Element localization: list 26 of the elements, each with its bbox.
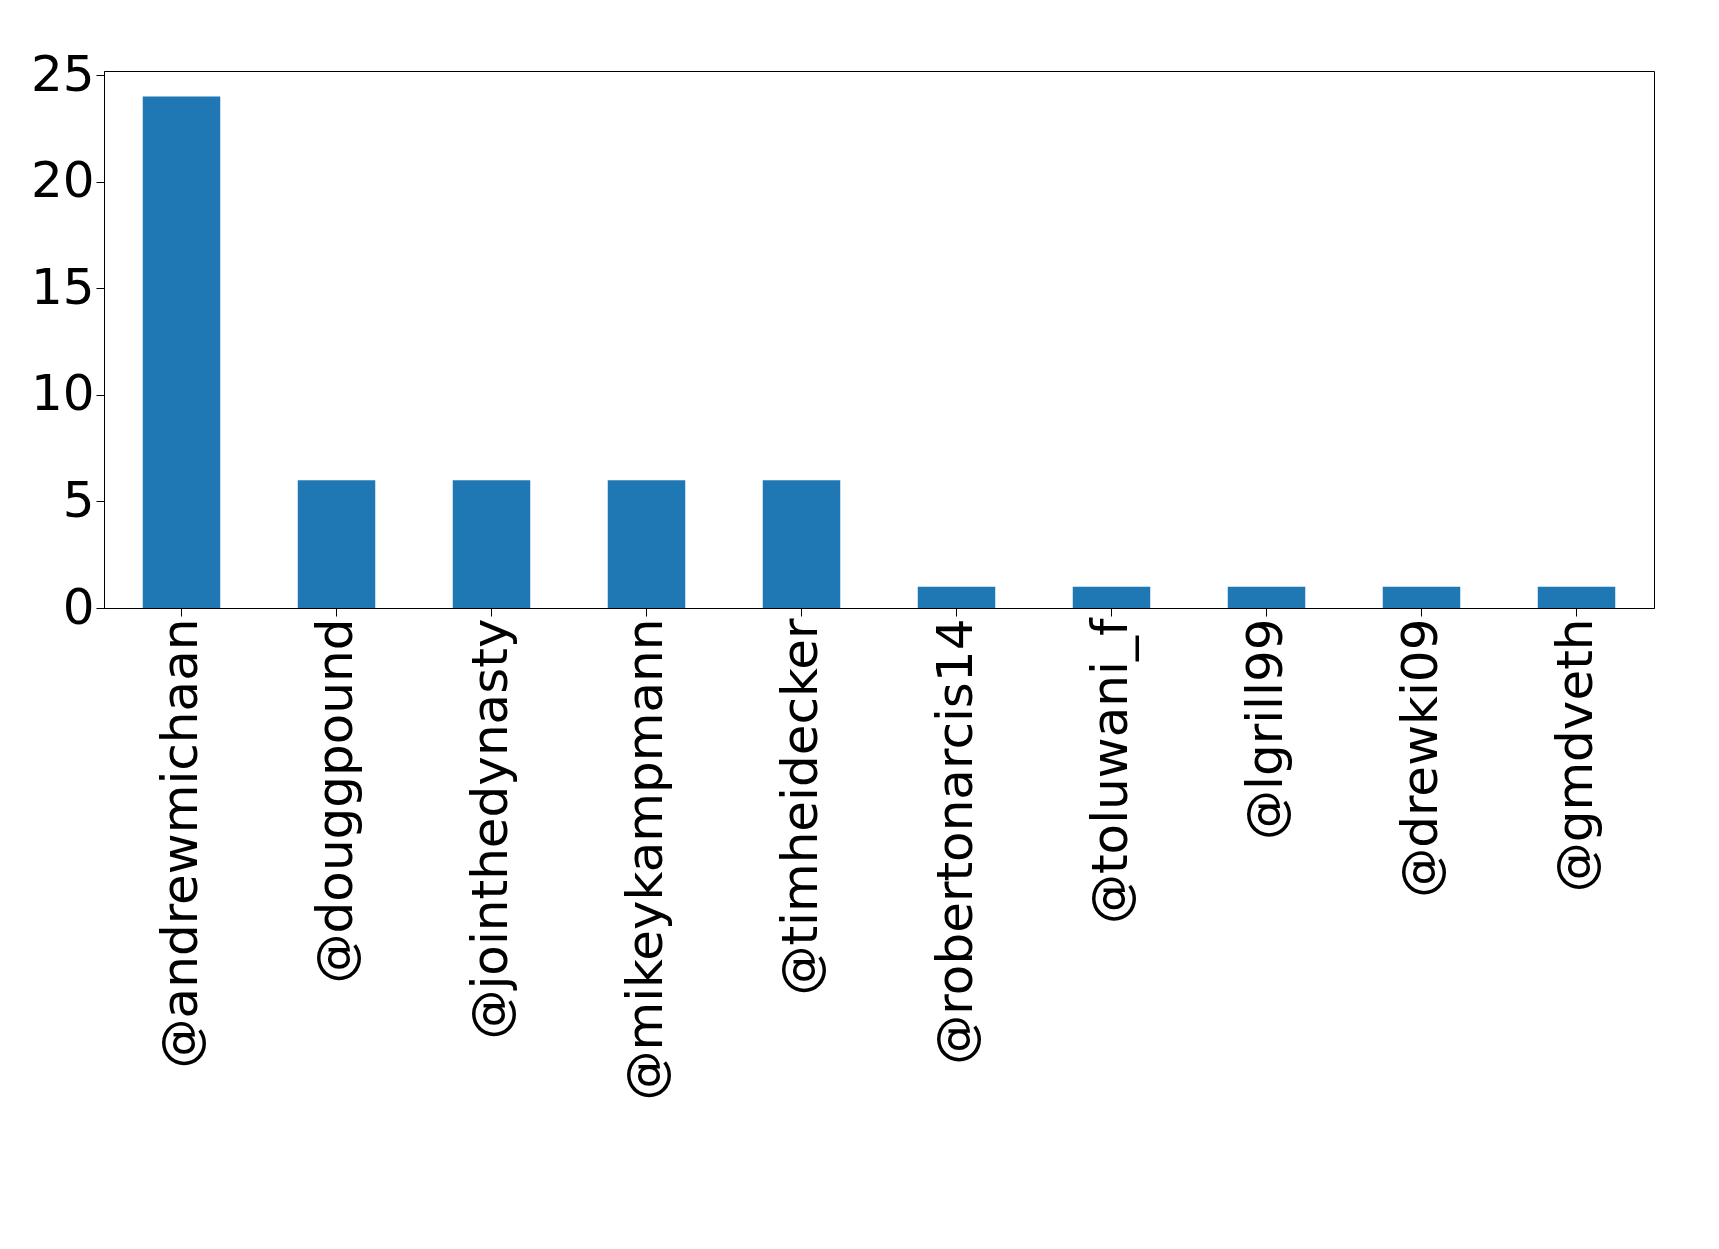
x-tick-label: @drewki09 <box>1390 618 1449 898</box>
y-tick-label: 20 <box>30 151 95 210</box>
y-tick-label: 15 <box>30 257 95 316</box>
x-tick-label: @gmdveth <box>1545 618 1604 893</box>
bar <box>1072 586 1151 608</box>
y-tick-label: 0 <box>62 577 95 636</box>
bar <box>607 480 686 608</box>
x-tick-label: @toluwani_f <box>1080 617 1139 924</box>
y-tick-label: 25 <box>30 44 95 103</box>
bar <box>142 96 221 608</box>
bar <box>1227 586 1306 608</box>
y-tick-label: 5 <box>62 470 95 529</box>
x-tick-label: @douggpound <box>305 618 364 984</box>
bar <box>452 480 531 608</box>
bar <box>762 480 841 608</box>
x-tick-label: @robertonarcis14 <box>925 618 984 1065</box>
x-tick-label: @timheidecker <box>770 618 829 996</box>
y-tick-label: 10 <box>30 364 95 423</box>
bar <box>917 586 996 608</box>
bar <box>297 480 376 608</box>
x-tick-label: @jointhedynasty <box>460 618 519 1040</box>
bar <box>1382 586 1461 608</box>
x-tick-label: @lgrill99 <box>1235 618 1294 840</box>
bar <box>1537 586 1616 608</box>
x-tick-label: @mikeykampmann <box>615 618 674 1101</box>
x-tick-label: @andrewmichaan <box>150 618 209 1069</box>
